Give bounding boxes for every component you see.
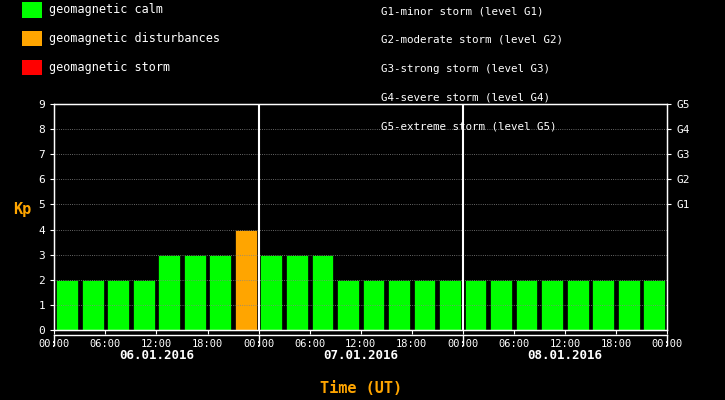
Bar xyxy=(542,280,563,330)
Bar xyxy=(439,280,461,330)
Bar xyxy=(57,280,78,330)
Bar xyxy=(286,255,307,330)
Bar xyxy=(158,255,180,330)
Bar xyxy=(82,280,104,330)
Bar xyxy=(260,255,282,330)
Bar xyxy=(337,280,359,330)
Text: Time (UT): Time (UT) xyxy=(320,381,402,396)
Text: G5-extreme storm (level G5): G5-extreme storm (level G5) xyxy=(381,122,556,132)
Bar xyxy=(643,280,665,330)
Bar xyxy=(490,280,512,330)
Bar xyxy=(312,255,334,330)
Text: 06.01.2016: 06.01.2016 xyxy=(119,349,194,362)
Bar xyxy=(567,280,589,330)
Bar xyxy=(414,280,435,330)
Bar xyxy=(515,280,537,330)
Bar xyxy=(235,230,257,330)
Bar xyxy=(107,280,129,330)
Bar xyxy=(465,280,486,330)
Bar xyxy=(618,280,639,330)
Bar xyxy=(592,280,614,330)
Bar xyxy=(210,255,231,330)
Text: 08.01.2016: 08.01.2016 xyxy=(527,349,602,362)
Bar xyxy=(133,280,154,330)
Y-axis label: Kp: Kp xyxy=(13,202,32,217)
Text: G1-minor storm (level G1): G1-minor storm (level G1) xyxy=(381,6,543,16)
Text: 07.01.2016: 07.01.2016 xyxy=(323,349,398,362)
Text: geomagnetic calm: geomagnetic calm xyxy=(49,4,163,16)
Text: geomagnetic disturbances: geomagnetic disturbances xyxy=(49,32,220,45)
Bar xyxy=(362,280,384,330)
Text: G2-moderate storm (level G2): G2-moderate storm (level G2) xyxy=(381,35,563,45)
Text: G4-severe storm (level G4): G4-severe storm (level G4) xyxy=(381,93,550,103)
Text: geomagnetic storm: geomagnetic storm xyxy=(49,61,170,74)
Bar xyxy=(388,280,410,330)
Text: G3-strong storm (level G3): G3-strong storm (level G3) xyxy=(381,64,550,74)
Bar xyxy=(184,255,206,330)
